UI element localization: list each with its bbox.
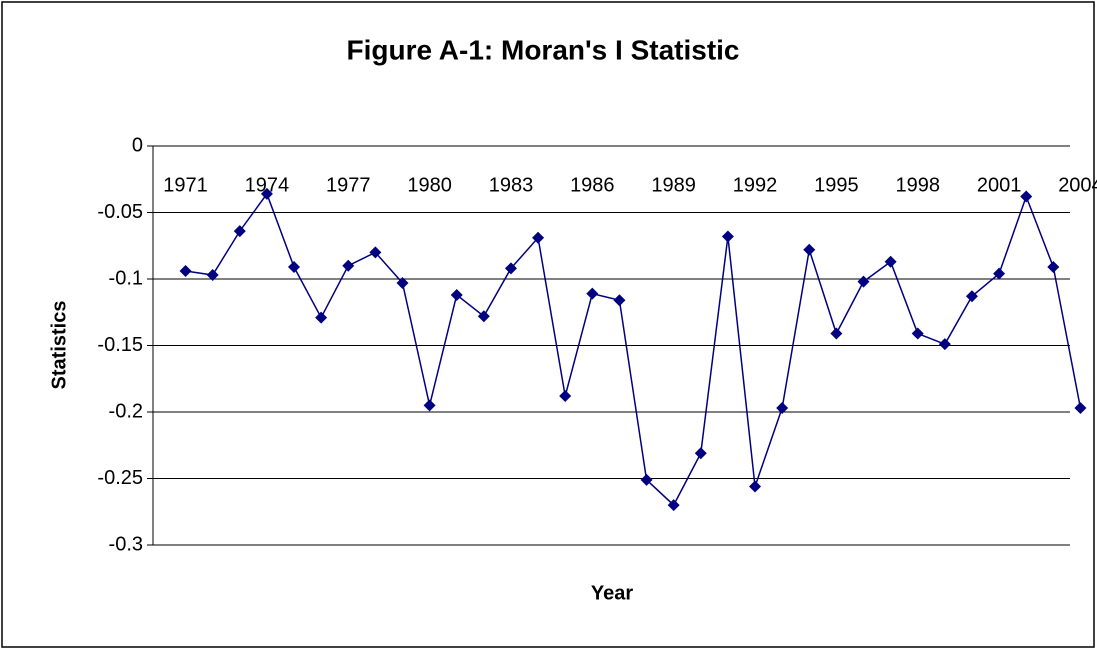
marker bbox=[884, 255, 897, 268]
marker bbox=[260, 187, 273, 200]
marker bbox=[206, 269, 219, 282]
marker bbox=[694, 447, 707, 460]
x-tick-label: 1983 bbox=[489, 174, 534, 196]
marker bbox=[288, 261, 301, 274]
marker bbox=[938, 338, 951, 351]
marker bbox=[667, 499, 680, 512]
marker bbox=[749, 480, 762, 493]
y-tick-label: -0.3 bbox=[109, 533, 143, 555]
marker bbox=[776, 402, 789, 415]
marker bbox=[1020, 190, 1033, 203]
x-tick-label: 1971 bbox=[163, 174, 208, 196]
x-tick-label: 1992 bbox=[733, 174, 778, 196]
marker bbox=[559, 390, 572, 403]
chart-title: Figure A-1: Moran's I Statistic bbox=[346, 34, 739, 65]
marker bbox=[423, 399, 436, 412]
x-tick-label: 1998 bbox=[895, 174, 940, 196]
x-tick-label: 1977 bbox=[326, 174, 371, 196]
x-tick-label: 1980 bbox=[407, 174, 452, 196]
marker bbox=[613, 294, 626, 307]
marker bbox=[1074, 402, 1087, 415]
marker bbox=[965, 290, 978, 303]
marker bbox=[396, 276, 409, 289]
line bbox=[185, 192, 1082, 507]
marker bbox=[342, 259, 355, 272]
marker bbox=[233, 225, 246, 238]
x-tick-label: 1995 bbox=[814, 174, 859, 196]
x-tick-label: 2004 bbox=[1058, 174, 1097, 196]
marker bbox=[721, 230, 734, 243]
x-tick-label: 1986 bbox=[570, 174, 615, 196]
y-tick-label: -0.05 bbox=[97, 201, 143, 223]
marker bbox=[911, 327, 924, 340]
marker bbox=[1047, 261, 1060, 274]
y-axis-title: Statistics bbox=[48, 301, 70, 390]
y-tick-label: -0.15 bbox=[97, 334, 143, 356]
marker bbox=[803, 243, 816, 256]
y-tick-label: -0.1 bbox=[109, 267, 143, 289]
marker bbox=[450, 288, 463, 301]
marker bbox=[640, 473, 653, 486]
marker bbox=[477, 310, 490, 323]
marker bbox=[993, 267, 1006, 280]
x-tick-label: 2001 bbox=[977, 174, 1022, 196]
marker bbox=[315, 311, 328, 324]
y-tick-label: 0 bbox=[132, 134, 143, 156]
marker bbox=[179, 265, 192, 278]
marker bbox=[830, 327, 843, 340]
marker bbox=[369, 246, 382, 259]
marker bbox=[857, 275, 870, 288]
y-tick-label: -0.2 bbox=[109, 400, 143, 422]
marker bbox=[504, 262, 517, 275]
x-tick-label: 1989 bbox=[651, 174, 696, 196]
y-tick-label: -0.25 bbox=[97, 467, 143, 489]
marker bbox=[532, 231, 545, 244]
x-tick-label: 1974 bbox=[245, 174, 290, 196]
x-axis-title: Year bbox=[591, 582, 633, 604]
marker bbox=[586, 287, 599, 300]
